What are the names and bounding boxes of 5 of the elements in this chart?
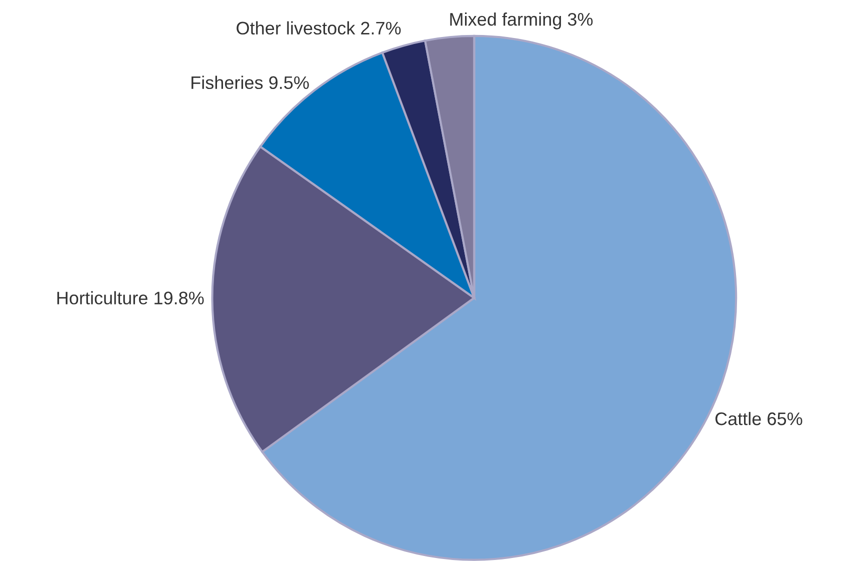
slice-label: Horticulture 19.8% bbox=[57, 291, 204, 304]
slice-label: Fisheries 9.5% bbox=[192, 76, 309, 90]
slice-label: Cattle 65% bbox=[715, 412, 802, 426]
slice-label: Other livestock 2.7% bbox=[236, 21, 401, 35]
slice-label: Mixed farming 3% bbox=[450, 12, 593, 30]
